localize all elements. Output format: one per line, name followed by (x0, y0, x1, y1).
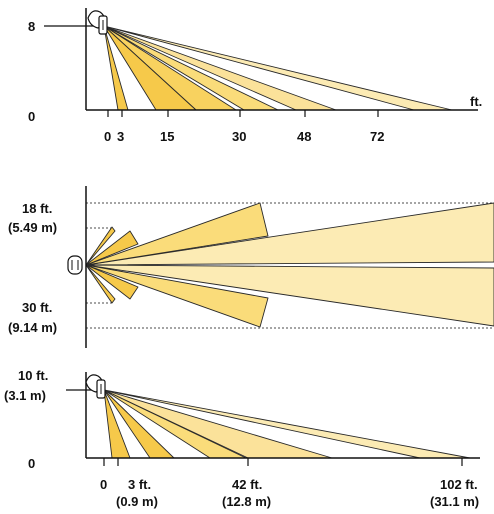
y-label-zero: 0 (28, 456, 35, 471)
x-label-42-ft: 42 ft. (232, 477, 262, 492)
x-label-3-m: (0.9 m) (116, 494, 158, 509)
beam-short-lower (85, 264, 139, 300)
beam-long-lower (85, 264, 494, 327)
x-label-42-m: (12.8 m) (222, 494, 271, 509)
y-label-m: (3.1 m) (4, 388, 46, 403)
x-label-15: 15 (160, 129, 174, 144)
y-label-0: 0 (28, 109, 35, 124)
beam-mid-upper (85, 202, 269, 266)
x-label-72: 72 (370, 129, 384, 144)
bottom-side-view: 10 ft. (3.1 m) 0 0 3 ft. (0.9 m) 42 ft. … (4, 368, 480, 509)
x-label-3: 3 (117, 129, 124, 144)
upper-label-ft: 18 ft. (22, 201, 52, 216)
y-label-ft: 10 ft. (18, 368, 48, 383)
beam-long-upper (85, 202, 494, 266)
beam-mid-lower (85, 264, 269, 328)
y-label-8: 8 (28, 19, 35, 34)
beam-short-upper (85, 230, 139, 266)
sensor-side-icon (85, 374, 106, 399)
plan-view: 18 ft. (5.49 m) 30 ft. (9.14 m) (8, 186, 494, 348)
x-label-30: 30 (232, 129, 246, 144)
x-label-0: 0 (100, 477, 107, 492)
lower-label-ft: 30 ft. (22, 300, 52, 315)
x-label-3-ft: 3 ft. (128, 477, 151, 492)
unit-label: ft. (470, 94, 482, 109)
lower-label-m: (9.14 m) (8, 320, 57, 335)
x-label-0: 0 (104, 129, 111, 144)
x-label-48: 48 (297, 129, 311, 144)
beam-tiny-upper (85, 226, 116, 266)
x-label-102-ft: 102 ft. (440, 477, 478, 492)
sensor-side-icon (87, 10, 108, 35)
x-label-102-m: (31.1 m) (430, 494, 479, 509)
upper-label-m: (5.49 m) (8, 220, 57, 235)
beam-tiny-lower (85, 264, 116, 304)
sensor-top-icon (67, 255, 83, 275)
top-side-view: 8 0 0 3 15 30 48 72 ft. (28, 8, 482, 144)
